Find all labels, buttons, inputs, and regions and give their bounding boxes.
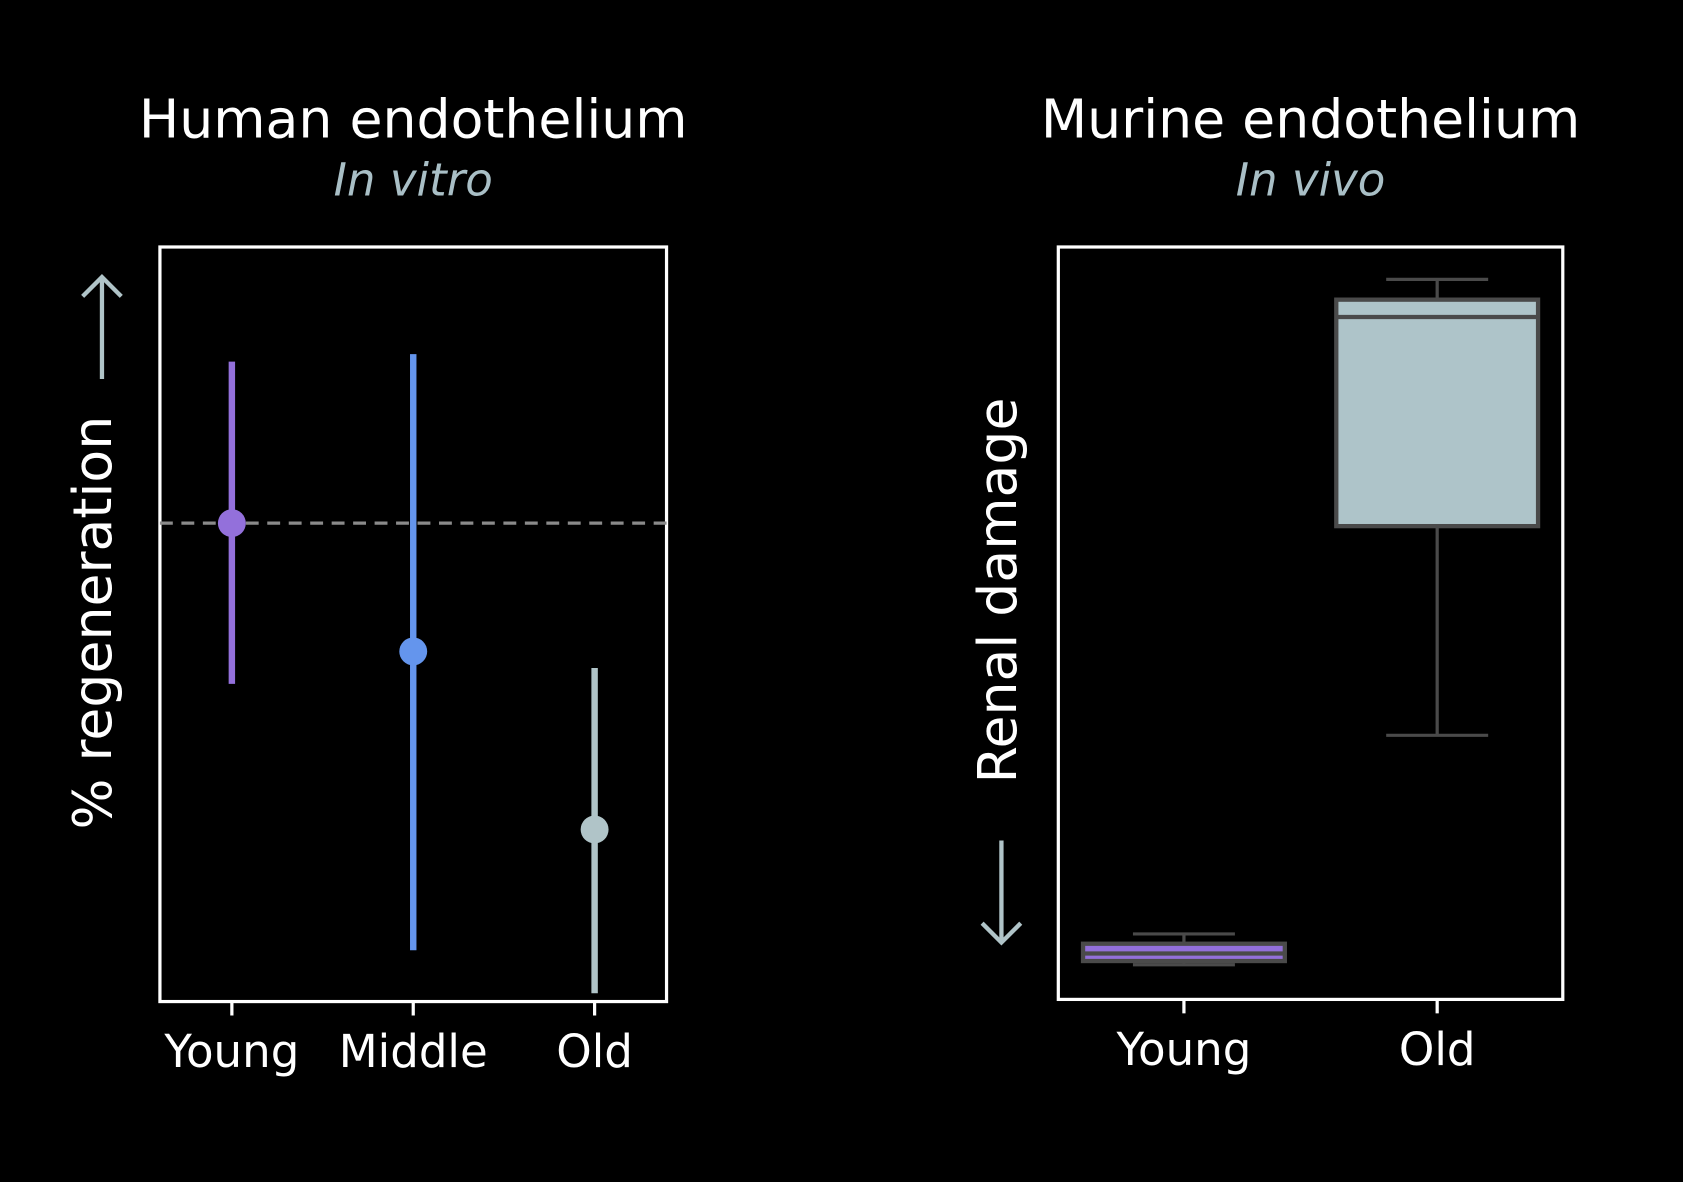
point [217, 509, 246, 538]
point [399, 637, 428, 666]
x-tick-label: Young [1115, 1023, 1251, 1076]
y-axis-label: Renal damage [966, 398, 1029, 784]
plot-frame [1056, 245, 1565, 1002]
chart-subtitle: In vivo [1236, 153, 1386, 206]
up-arrow [81, 274, 123, 380]
chart-title: Murine endothelium [1041, 88, 1580, 151]
x-tick-label: Old [556, 1025, 633, 1078]
x-tick-label: Old [1399, 1023, 1476, 1076]
down-arrow [980, 840, 1023, 946]
y-axis-label: % regeneration [61, 416, 124, 830]
box [1334, 297, 1541, 529]
chart-title: Human endothelium [139, 88, 688, 151]
x-tick-label: Middle [339, 1025, 488, 1078]
point [580, 815, 609, 844]
x-tick-label: Young [163, 1025, 299, 1078]
chart-subtitle: In vitro [334, 153, 493, 206]
